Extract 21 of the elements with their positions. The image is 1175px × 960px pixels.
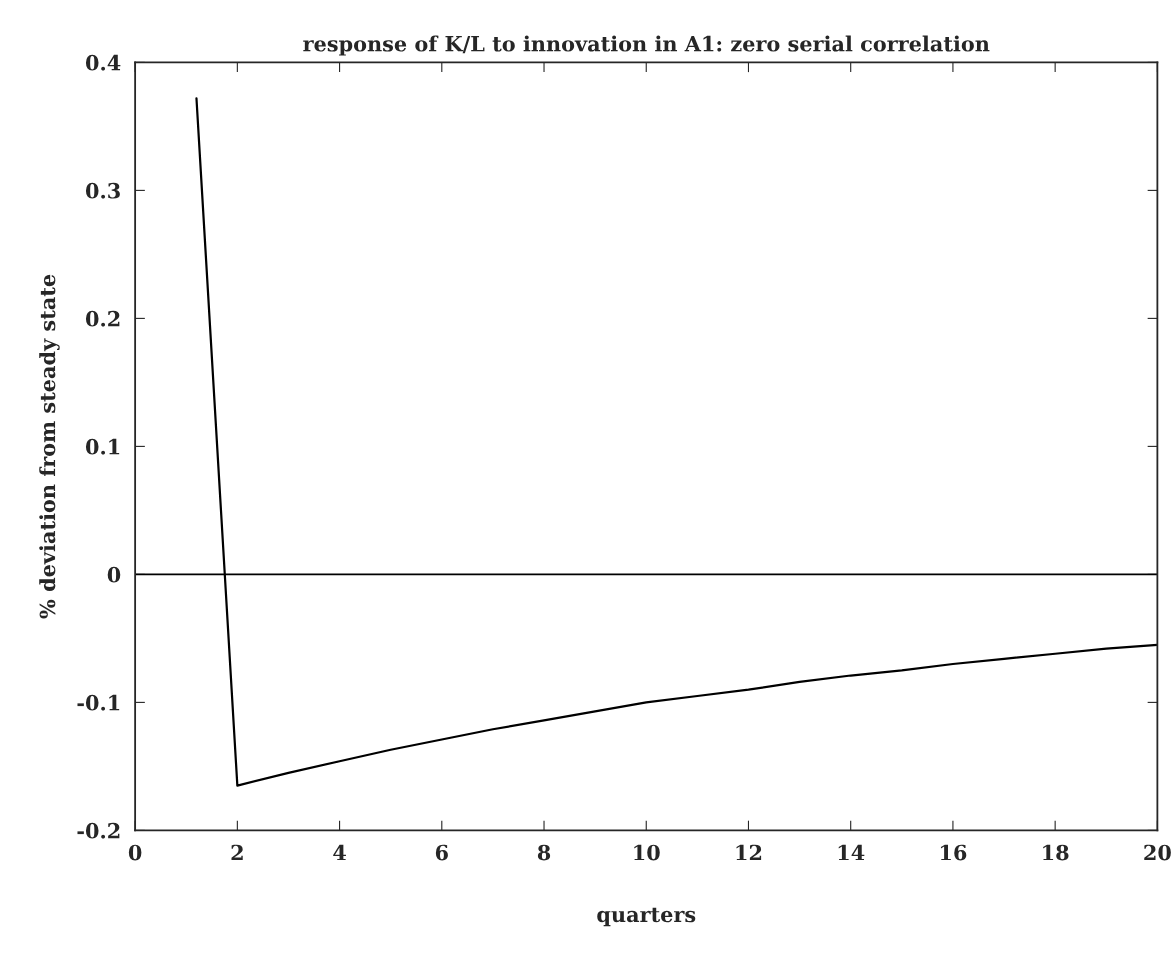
x-tick-label: 18 [1043,844,1069,861]
x-tick-label: 2 [231,844,243,861]
y-tick-label: 0 [107,566,121,583]
y-tick-label: 0.3 [85,182,120,199]
x-tick-label: 20 [1144,844,1171,861]
x-tick-label: 10 [634,844,660,861]
y-tick-label: -0.2 [77,822,120,839]
y-axis-title: % deviation from steady state [39,274,60,619]
y-tick-label: 0.1 [85,438,120,455]
y-tick-label: -0.1 [77,694,120,711]
y-tick-label: 0.4 [85,54,121,71]
chart-title: response of K/L to innovation in A1: zero serial correlation [303,35,990,56]
x-tick-label: 14 [838,844,865,861]
x-tick-label: 16 [940,844,967,861]
x-tick-label: 6 [435,844,448,861]
x-axis-title: quarters [597,907,696,927]
x-tick-label: 4 [333,844,346,861]
x-tick-label: 0 [128,844,142,861]
x-tick-label: 12 [736,844,762,861]
x-tick-label: 8 [537,844,551,861]
y-tick-label: 0.2 [85,310,120,327]
